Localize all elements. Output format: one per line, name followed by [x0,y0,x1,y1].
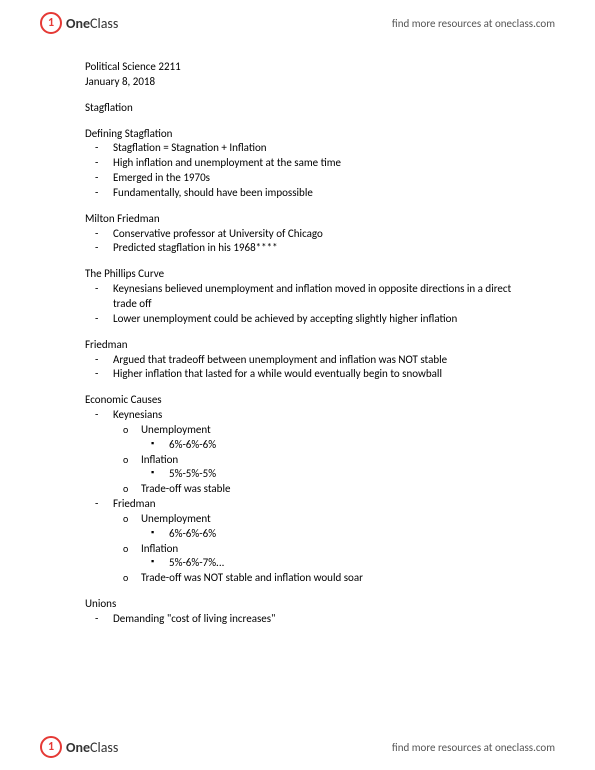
list-item: Inflation 5%-5%-5% [141,453,525,483]
list-item: Unemployment 6%-6%-6% [141,512,525,542]
sub-label: Friedman [113,497,156,510]
logo-mark-icon: 1 [40,12,62,34]
section-heading: Economic Causes [85,393,525,408]
section-heading: Unions [85,597,525,612]
list-item: Conservative professor at University of … [113,227,525,242]
list-item: Stagflation = Stagnation + Inflation [113,141,525,156]
document-body: Political Science 2211 January 8, 2018 S… [85,60,525,638]
list-item: Friedman Unemployment 6%-6%-6% Inflation… [113,497,525,586]
logo-word-class: Class [90,739,118,756]
list-item: Unemployment 6%-6%-6% [141,423,525,453]
logo-mark-icon: 1 [40,736,62,758]
bullet-list: Keynesians Unemployment 6%-6%-6% Inflati… [85,408,525,586]
metric-label: Inflation [141,453,178,466]
logo-text: OneClass [66,15,118,32]
metric-label: Inflation [141,542,178,555]
sub-list: Unemployment 6%-6%-6% Inflation 5%-5%-5%… [113,423,525,497]
logo-word-class: Class [90,15,118,32]
topic-block: Stagflation [85,101,525,116]
course-title: Political Science 2211 [85,60,525,75]
list-item: Fundamentally, should have been impossib… [113,186,525,201]
section-heading: The Phillips Curve [85,267,525,282]
list-item: 6%-6%-6% [169,438,525,453]
list-item: Trade-off was stable [141,482,525,497]
list-item: Emerged in the 1970s [113,171,525,186]
list-item: Inflation 5%-6%-7%... [141,542,525,572]
list-item: Demanding "cost of living increases" [113,612,525,627]
value-list: 5%-5%-5% [141,467,525,482]
section-defining: Defining Stagflation Stagflation = Stagn… [85,127,525,201]
list-item: Trade-off was NOT stable and inflation w… [141,571,525,586]
page-header: 1 OneClass find more resources at onecla… [0,0,595,46]
value-list: 5%-6%-7%... [141,556,525,571]
metric-label: Unemployment [141,423,211,436]
logo-word-one: One [66,739,90,756]
value-list: 6%-6%-6% [141,438,525,453]
page-footer: 1 OneClass find more resources at onecla… [0,724,595,770]
section-heading: Defining Stagflation [85,127,525,142]
sub-list: Unemployment 6%-6%-6% Inflation 5%-6%-7%… [113,512,525,586]
list-item: Keynesians Unemployment 6%-6%-6% Inflati… [113,408,525,497]
bullet-list: Stagflation = Stagnation + Inflation Hig… [85,141,525,200]
section-economic: Economic Causes Keynesians Unemployment … [85,393,525,586]
bullet-list: Argued that tradeoff between unemploymen… [85,353,525,383]
section-heading: Friedman [85,338,525,353]
list-item: Predicted stagflation in his 1968**** [113,241,525,256]
header-tagline: find more resources at oneclass.com [392,17,555,30]
section-milton: Milton Friedman Conservative professor a… [85,212,525,257]
metric-label: Unemployment [141,512,211,525]
list-item: Higher inflation that lasted for a while… [113,367,525,382]
logo-text: OneClass [66,739,118,756]
list-item: Keynesians believed unemployment and inf… [113,282,525,312]
value-list: 6%-6%-6% [141,527,525,542]
list-item: 5%-5%-5% [169,467,525,482]
logo-word-one: One [66,15,90,32]
list-item: 6%-6%-6% [169,527,525,542]
topic-heading: Stagflation [85,101,525,116]
section-unions: Unions Demanding "cost of living increas… [85,597,525,627]
bullet-list: Conservative professor at University of … [85,227,525,257]
course-block: Political Science 2211 January 8, 2018 [85,60,525,90]
list-item: Argued that tradeoff between unemploymen… [113,353,525,368]
list-item: High inflation and unemployment at the s… [113,156,525,171]
bullet-list: Keynesians believed unemployment and inf… [85,282,525,327]
sub-label: Keynesians [113,408,162,421]
bullet-list: Demanding "cost of living increases" [85,612,525,627]
brand-logo: 1 OneClass [40,12,118,34]
section-friedman: Friedman Argued that tradeoff between un… [85,338,525,383]
list-item: 5%-6%-7%... [169,556,525,571]
section-heading: Milton Friedman [85,212,525,227]
list-item: Lower unemployment could be achieved by … [113,312,525,327]
section-phillips: The Phillips Curve Keynesians believed u… [85,267,525,326]
footer-tagline: find more resources at oneclass.com [392,741,555,754]
brand-logo: 1 OneClass [40,736,118,758]
course-date: January 8, 2018 [85,75,525,90]
